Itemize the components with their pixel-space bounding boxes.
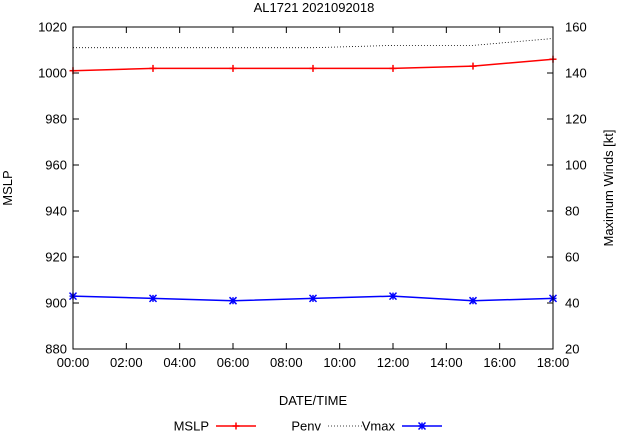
series-vmax-point [388,292,398,301]
y2-axis-label: Maximum Winds [kt] [601,129,616,246]
series-mslp-point [309,64,317,72]
y-tick-label: 1000 [38,66,67,81]
legend-item-mslp: MSLP [174,419,256,432]
y-axis-label: MSLP [0,170,15,205]
y-tick-label: 900 [45,296,67,311]
y2-tick-label: 140 [565,66,587,81]
y-tick-label: 960 [45,158,67,173]
legend-marker [232,422,240,430]
x-tick-label: 18:00 [537,355,570,370]
y2-tick-label: 120 [565,112,587,127]
x-tick-label: 02:00 [110,355,143,370]
y2-tick-label: 40 [565,296,579,311]
series-penv-line [73,38,554,49]
series-layer [68,38,558,305]
series-vmax-point [228,296,238,305]
x-axis-label: DATE/TIME [279,393,348,408]
y-tick-label: 940 [45,204,67,219]
series-mslp-point [229,64,237,72]
y-tick-label: 980 [45,112,67,127]
legend: MSLP Penv Vmax [174,419,442,432]
x-tick-label: 06:00 [217,355,250,370]
y2-tick-label: 160 [565,20,587,35]
x-tick-label: 04:00 [163,355,196,370]
y-tick-label: 880 [45,342,67,357]
legend-label: MSLP [174,419,209,432]
plot-frame [72,26,554,350]
x-tick-label: 10:00 [323,355,356,370]
legend-item-vmax: Vmax [362,419,442,432]
series-mslp-point [149,64,157,72]
x-tick-label: 16:00 [483,355,516,370]
y2-tick-label: 100 [565,158,587,173]
y2-tick-label: 80 [565,204,579,219]
series-vmax-point [148,294,158,303]
x-tick-label: 08:00 [270,355,303,370]
series-mslp-point [469,62,477,70]
y-tick-label: 920 [45,250,67,265]
series-vmax-point [468,296,478,305]
x-tick-label: 12:00 [377,355,410,370]
y2-tick-label: 60 [565,250,579,265]
axes-ticks: 880 900 920 940 960 980 1000 1020 20 40 60 80 100 120… [38,20,587,371]
legend-label: Vmax [362,419,396,432]
y-tick-label: 1020 [38,20,67,35]
legend-label: Penv [291,419,321,432]
chart-title: AL1721 2021092018 [254,0,375,15]
series-mslp-point [389,64,397,72]
y2-tick-label: 20 [565,342,579,357]
legend-item-penv: Penv [291,419,368,432]
legend-marker [417,421,427,431]
x-tick-label: 00:00 [57,355,90,370]
x-tick-label: 14:00 [430,355,463,370]
series-vmax-point [308,294,318,303]
